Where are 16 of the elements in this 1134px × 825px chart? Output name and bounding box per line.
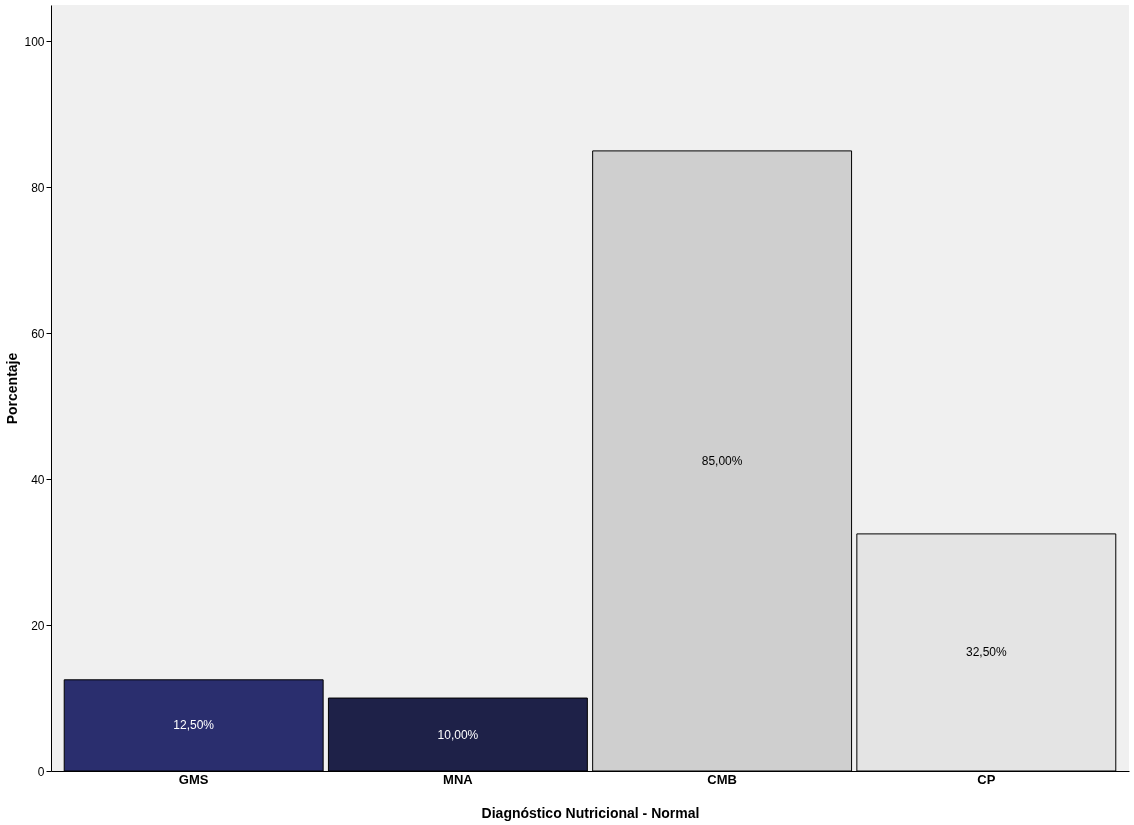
x-tick-label: CP [977, 771, 996, 787]
y-axis-title: Porcentaje [4, 352, 21, 425]
data-label: 85,00% [701, 453, 743, 468]
data-label: 12,50% [173, 718, 215, 733]
data-label: 32,50% [965, 645, 1007, 660]
x-axis-title: Diagnóstico Nutricional - Normal [481, 804, 700, 821]
y-tick-label: 100 [24, 34, 45, 49]
y-tick-label: 20 [31, 618, 45, 633]
x-tick-label: CMB [707, 771, 737, 787]
y-tick-label: 40 [31, 472, 45, 487]
y-tick-label: 60 [31, 326, 45, 341]
y-tick-label: 0 [37, 764, 45, 779]
y-tick-label: 80 [31, 180, 45, 195]
x-tick-label: GMS [178, 771, 209, 787]
data-label: 10,00% [437, 727, 479, 742]
x-tick-label: MNA [443, 771, 474, 787]
